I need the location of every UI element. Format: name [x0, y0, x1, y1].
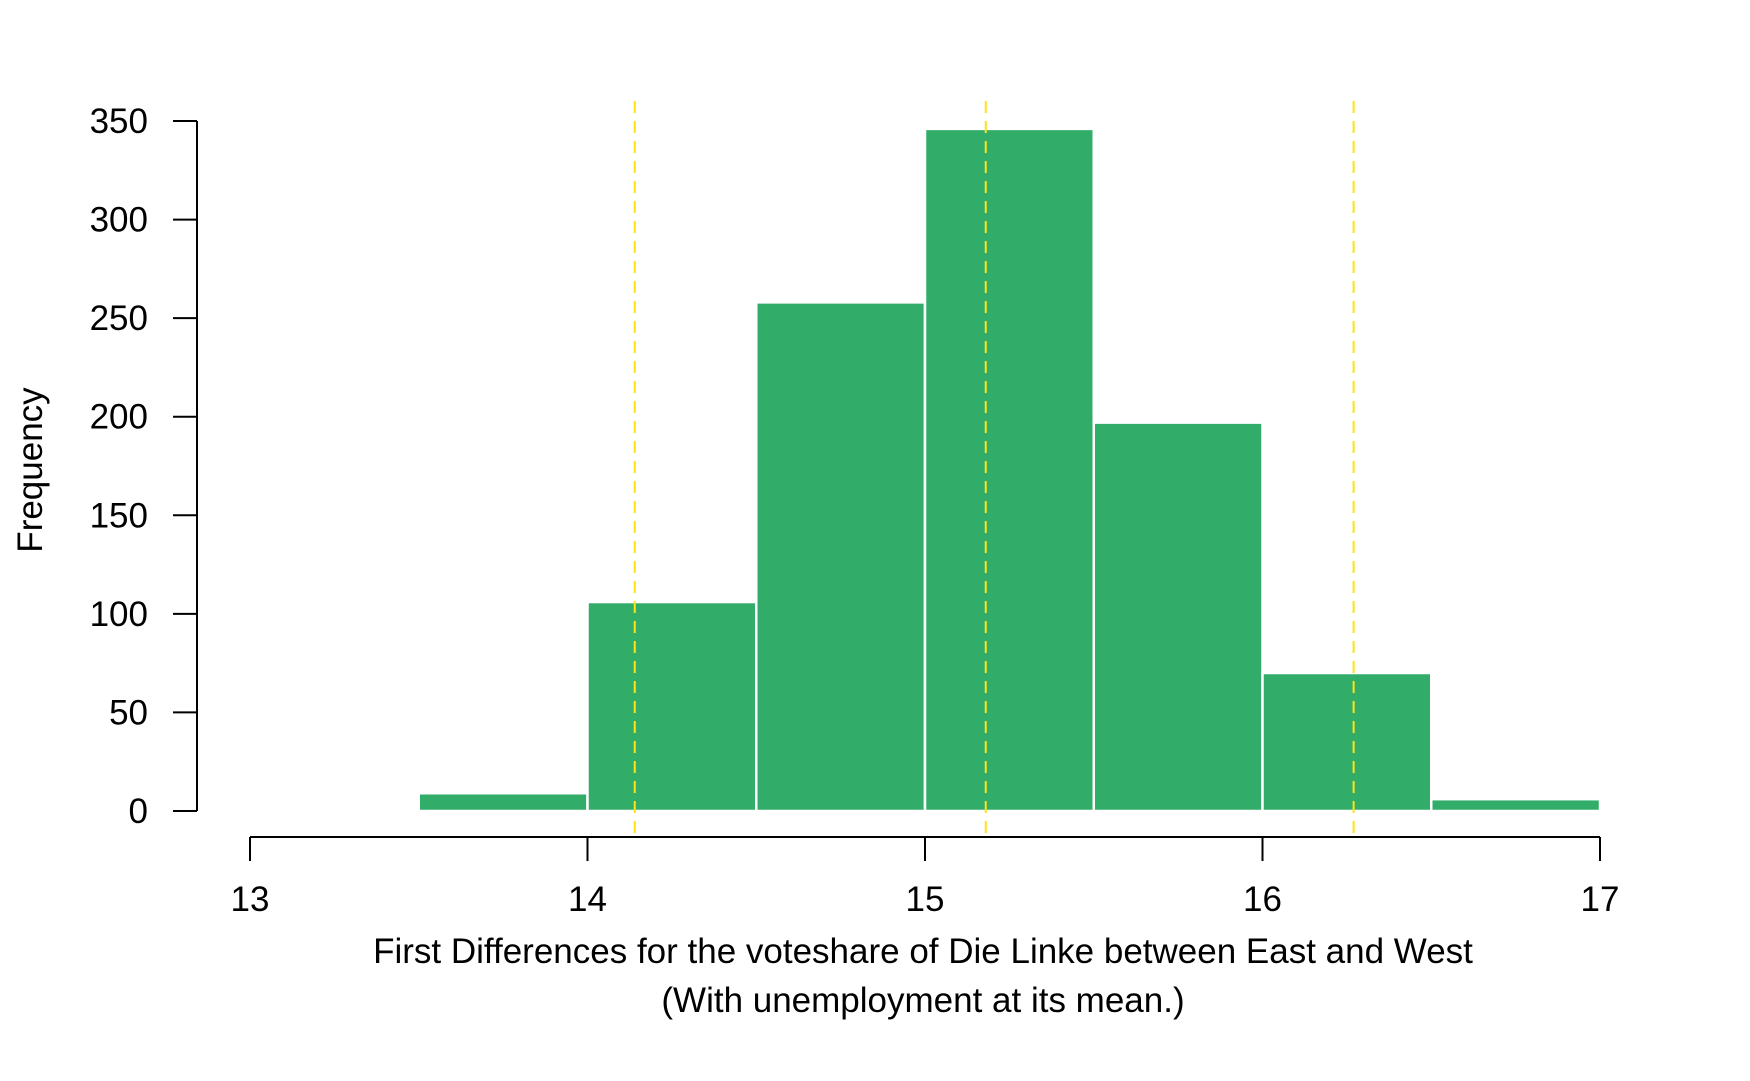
histogram-bar-0 [417, 792, 589, 813]
x-axis: 13 14 15 16 17 [231, 836, 1620, 919]
y-tick-label-5: 250 [90, 299, 148, 338]
x-axis-label: First Differences for the voteshare of D… [373, 932, 1473, 971]
y-tick-label-0: 0 [129, 792, 148, 831]
y-tick-label-1: 50 [109, 693, 148, 732]
histogram-bar-6 [1430, 797, 1602, 813]
y-tick-label-7: 350 [90, 102, 148, 141]
y-tick-label-3: 150 [90, 496, 148, 535]
histogram-bar-4 [1092, 421, 1264, 813]
reference-lines [633, 101, 1355, 840]
y-axis: 0 50 100 150 200 250 300 350 [90, 102, 198, 831]
histogram-bars [417, 127, 1602, 813]
histogram-bar-1 [586, 600, 758, 813]
y-tick-label-4: 200 [90, 398, 148, 437]
y-tick-label-2: 100 [90, 595, 148, 634]
x-tick-label-0: 13 [231, 880, 270, 919]
histogram-bar-2 [755, 301, 927, 813]
x-axis-label-line2: (With unemployment at its mean.) [661, 981, 1184, 1020]
x-tick-label-4: 17 [1581, 880, 1620, 919]
x-tick-label-3: 16 [1243, 880, 1282, 919]
y-tick-label-6: 300 [90, 201, 148, 240]
x-tick-label-1: 14 [568, 880, 607, 919]
y-axis-label: Frequency [11, 387, 50, 553]
histogram-bar-5 [1261, 671, 1433, 813]
histogram-bar-3 [923, 127, 1095, 813]
x-tick-label-2: 15 [906, 880, 945, 919]
